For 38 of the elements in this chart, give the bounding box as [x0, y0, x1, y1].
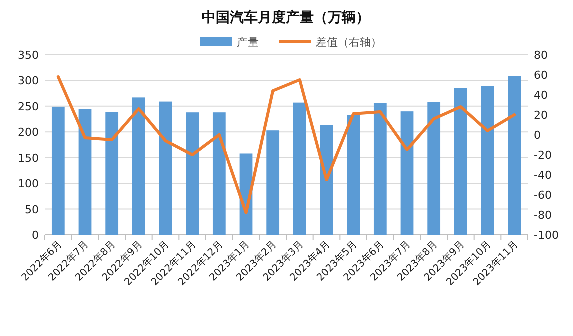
line-series	[56, 76, 516, 214]
y-tick-label: 300	[18, 74, 39, 88]
y2-tick-label: -80	[534, 209, 552, 222]
y-tick-label: 250	[18, 100, 39, 114]
y-tick-label: 50	[25, 203, 39, 216]
y2-tick-label: -40	[534, 169, 552, 182]
y-tick-label: 100	[18, 178, 39, 191]
bar	[52, 106, 65, 235]
bar	[212, 112, 226, 235]
bar	[132, 98, 146, 235]
bar	[428, 102, 441, 235]
bar	[293, 102, 306, 235]
legend-label: 差值（右轴）	[316, 36, 382, 49]
bar	[78, 109, 92, 235]
y2-tick-label: 0	[534, 129, 541, 142]
bar	[508, 76, 522, 235]
y2-tick-label: 80	[534, 49, 548, 62]
bar	[400, 112, 414, 235]
bar	[106, 112, 119, 235]
bar	[186, 112, 200, 235]
bar	[454, 88, 468, 235]
y2-tick-label: -100	[534, 229, 559, 242]
y2-tick-label: 20	[534, 109, 548, 122]
y-tick-label: 200	[18, 126, 39, 140]
y-tick-label: 350	[18, 49, 39, 62]
legend-label: 产量	[237, 36, 259, 49]
bar	[347, 115, 360, 235]
y-tick-label: 0	[32, 229, 39, 242]
y2-tick-label: -60	[534, 189, 552, 202]
bar	[266, 130, 280, 235]
y2-tick-label: 60	[534, 69, 548, 82]
bar	[481, 86, 494, 235]
bar	[374, 103, 387, 235]
y2-tick-label: 40	[534, 89, 548, 102]
chart-title: 中国汽车月度产量（万辆）	[202, 9, 370, 26]
bar	[159, 102, 172, 235]
y-tick-label: 150	[18, 152, 39, 165]
y2-tick-label: -20	[534, 149, 552, 162]
